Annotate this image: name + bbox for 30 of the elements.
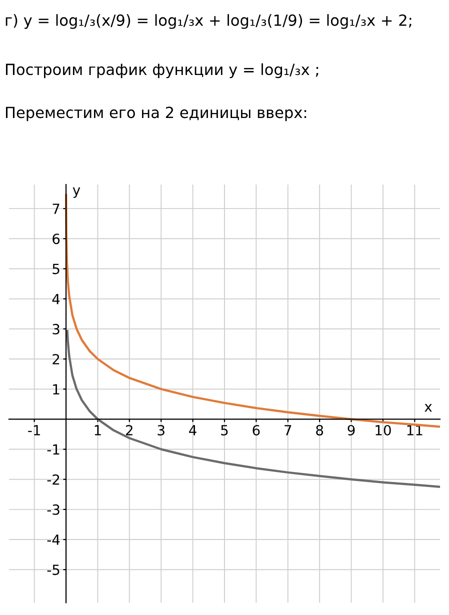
text: Построим график функции y = log₁/₃x ;	[6, 63, 318, 78]
text: г) y = log₁/₃(x/9) = log₁/₃x + log₁/₃(1/9) = log₁/₃x + 2;	[6, 14, 412, 29]
y-tick-label: 2	[52, 354, 60, 364]
y-tick-label: 7	[52, 204, 60, 214]
x-tick-label: 11	[407, 425, 422, 436]
x-tick-label: 9	[348, 424, 355, 436]
line-series	[66, 330, 440, 488]
x-tick-label: 1	[94, 425, 101, 436]
y-tick-label: 1	[53, 384, 60, 394]
x-tick-label: -1	[28, 425, 40, 436]
x-axis-title: x	[424, 404, 432, 412]
x-tick-label: 6	[252, 424, 260, 436]
y-tick-label: -2	[47, 474, 60, 485]
x-tick-label: 4	[189, 425, 196, 436]
x-tick-label: 3	[158, 424, 164, 436]
x-tick-label: 8	[316, 424, 324, 436]
x-tick-label: 5	[221, 425, 228, 436]
x-tick-label: 2	[126, 424, 132, 436]
y-tick-label: 6	[52, 234, 60, 244]
y-tick-label: -5	[47, 564, 60, 576]
y-tick-label: -3	[47, 504, 60, 515]
y-axis-title: y	[72, 187, 80, 198]
y-tick-label: -4	[47, 534, 60, 545]
y-tick-label: 5	[52, 264, 60, 274]
x-tick-label: 10	[376, 424, 391, 436]
y-tick-label: 4	[52, 294, 60, 304]
y-tick-label: 3	[52, 324, 60, 334]
x-tick-label: 7	[284, 425, 292, 436]
y-tick-label: -1	[47, 444, 60, 455]
text: Переместим его на 2 единицы вверх:	[6, 106, 306, 122]
